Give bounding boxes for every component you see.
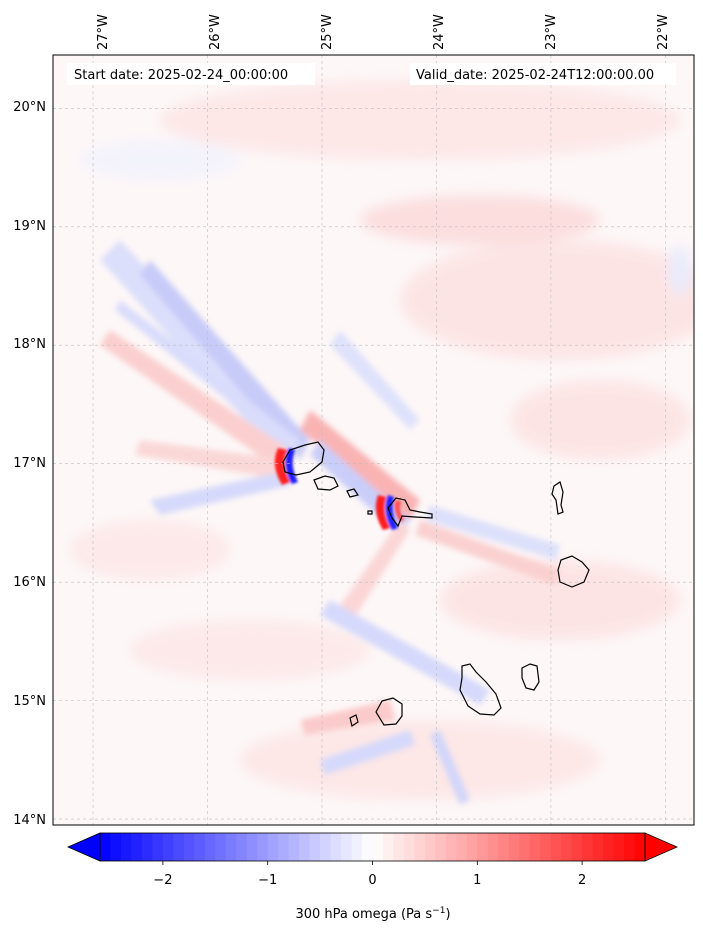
colorbar-swatch <box>477 833 489 861</box>
lat-label: 19°N <box>13 219 46 234</box>
colorbar-swatch <box>561 833 573 861</box>
colorbar-swatch <box>498 833 510 861</box>
colorbar-swatch <box>424 833 436 861</box>
island-santiago <box>459 663 502 716</box>
colorbar-swatch <box>152 833 164 861</box>
colorbar-swatch <box>613 833 625 861</box>
lon-label: 26°W <box>208 14 223 50</box>
island-brava <box>349 714 359 727</box>
colorbar-swatch <box>624 833 636 861</box>
colorbar-swatch <box>183 833 195 861</box>
island-boa-vista <box>557 555 590 588</box>
colorbar-tick-label: 1 <box>473 873 481 888</box>
start-date-label: Start date: 2025-02-24_00:00:00 <box>74 68 288 83</box>
longitude-labels: 27°W 26°W 25°W 24°W 23°W 22°W <box>96 14 671 50</box>
colorbar-swatches <box>100 833 646 861</box>
latitude-labels: 20°N 19°N 18°N 17°N 16°N 15°N 14°N <box>13 100 46 828</box>
island-sal <box>551 481 564 515</box>
colorbar-swatch <box>382 833 394 861</box>
colorbar-swatch <box>278 833 290 861</box>
colorbar-swatch <box>351 833 363 861</box>
lat-label: 17°N <box>13 456 46 471</box>
colorbar-swatch <box>550 833 562 861</box>
graticule <box>53 55 694 825</box>
colorbar-swatch <box>330 833 342 861</box>
colorbar-swatch <box>225 833 237 861</box>
colorbar-swatch <box>393 833 405 861</box>
valid-date-box: Valid_date: 2025-02-24T12:00:00.00 <box>410 63 676 85</box>
colorbar: −2 −1 0 1 2 300 hPa omega (Pa s−1) <box>67 832 678 922</box>
colorbar-tick-label: 0 <box>368 873 376 888</box>
colorbar-swatch <box>257 833 269 861</box>
colorbar-swatch <box>466 833 478 861</box>
colorbar-extend-max <box>644 832 678 862</box>
colorbar-swatch <box>173 833 185 861</box>
colorbar-swatch <box>194 833 206 861</box>
colorbar-label: 300 hPa omega (Pa s−1) <box>295 906 450 922</box>
colorbar-tick-label: −2 <box>153 873 172 888</box>
colorbar-swatch <box>162 833 174 861</box>
lon-label: 23°W <box>544 14 559 50</box>
colorbar-swatch <box>571 833 583 861</box>
colorbar-swatch <box>267 833 279 861</box>
island-santo-antao <box>282 441 325 476</box>
colorbar-swatch <box>519 833 531 861</box>
colorbar-ticks: −2 −1 0 1 2 <box>153 861 586 888</box>
colorbar-swatch <box>414 833 426 861</box>
island-branco <box>367 510 373 515</box>
colorbar-swatch <box>120 833 132 861</box>
lat-label: 16°N <box>13 575 46 590</box>
colorbar-swatch <box>435 833 447 861</box>
colorbar-swatch <box>110 833 122 861</box>
lon-label: 24°W <box>432 14 447 50</box>
colorbar-swatch <box>592 833 604 861</box>
omega-field <box>53 55 694 825</box>
colorbar-swatch <box>529 833 541 861</box>
valid-date-label: Valid_date: 2025-02-24T12:00:00.00 <box>416 68 654 83</box>
colorbar-swatch <box>540 833 552 861</box>
colorbar-swatch <box>487 833 499 861</box>
map-frame <box>52 54 695 826</box>
lon-label: 25°W <box>320 14 335 50</box>
colorbar-swatch <box>445 833 457 861</box>
colorbar-swatch <box>362 833 373 861</box>
colorbar-swatch <box>508 833 520 861</box>
lat-label: 20°N <box>13 100 46 115</box>
colorbar-swatch <box>456 833 468 861</box>
colorbar-swatch <box>403 833 415 861</box>
start-date-box: Start date: 2025-02-24_00:00:00 <box>67 63 315 85</box>
colorbar-extend-min <box>67 832 101 862</box>
colorbar-swatch <box>215 833 227 861</box>
colorbar-swatch <box>100 833 111 861</box>
island-sao-nicolau <box>387 497 433 528</box>
colorbar-swatch <box>634 833 646 861</box>
colorbar-swatch <box>372 833 384 861</box>
coastlines <box>282 441 590 727</box>
lat-label: 15°N <box>13 694 46 709</box>
colorbar-swatch <box>603 833 615 861</box>
lon-label: 27°W <box>96 14 111 50</box>
island-santa-luzia <box>346 488 359 498</box>
colorbar-tick-label: 2 <box>578 873 586 888</box>
colorbar-swatch <box>582 833 594 861</box>
colorbar-swatch <box>141 833 153 861</box>
colorbar-swatch <box>309 833 321 861</box>
colorbar-tick-label: −1 <box>258 873 277 888</box>
colorbar-swatch <box>320 833 332 861</box>
island-sao-vicente <box>313 475 339 491</box>
colorbar-swatch <box>204 833 216 861</box>
island-maio <box>521 663 540 691</box>
island-fogo <box>375 697 403 726</box>
lon-label: 22°W <box>656 14 671 50</box>
lat-label: 18°N <box>13 337 46 352</box>
colorbar-swatch <box>236 833 248 861</box>
colorbar-swatch <box>246 833 258 861</box>
colorbar-swatch <box>341 833 353 861</box>
lat-label: 14°N <box>13 813 46 828</box>
colorbar-swatch <box>299 833 311 861</box>
colorbar-swatch <box>288 833 300 861</box>
colorbar-swatch <box>131 833 143 861</box>
